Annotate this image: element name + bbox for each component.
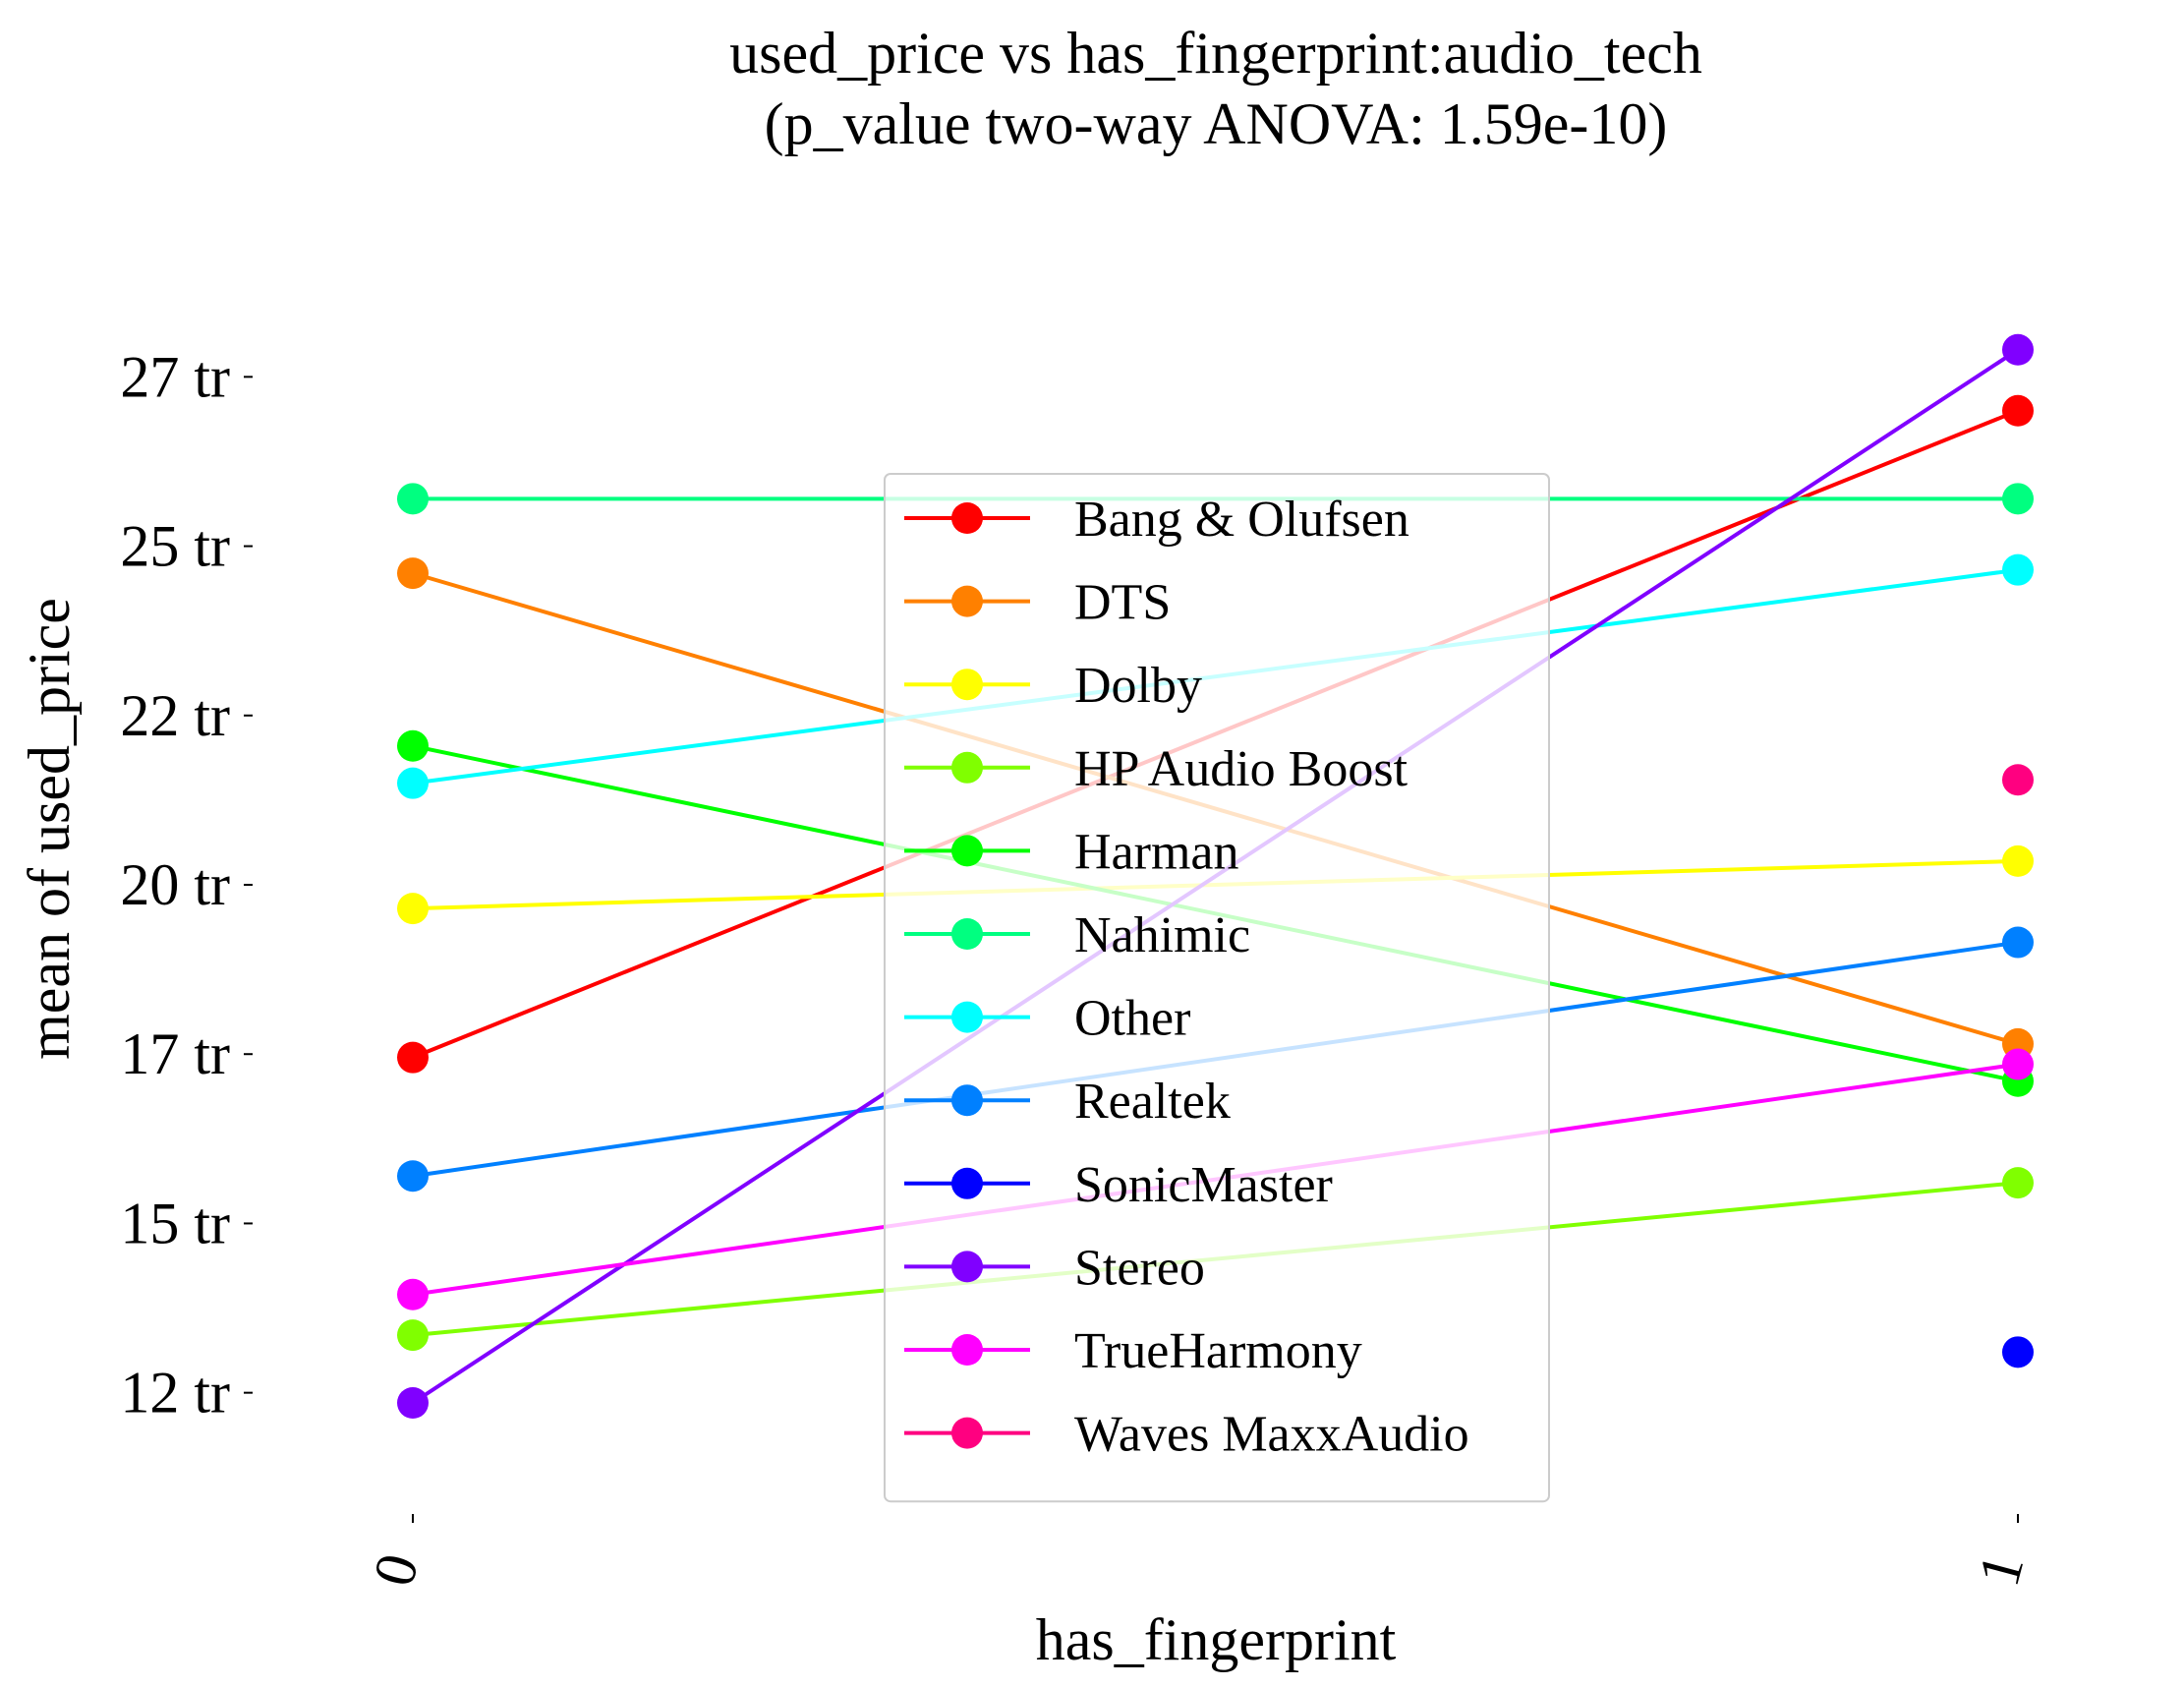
x-axis-label: has_fingerprint bbox=[1036, 1607, 1397, 1672]
legend-marker bbox=[951, 835, 983, 867]
legend-label: TrueHarmony bbox=[1074, 1323, 1362, 1379]
data-point bbox=[2002, 844, 2034, 877]
data-point bbox=[2002, 1336, 2034, 1368]
data-point bbox=[2002, 483, 2034, 515]
legend-label: Bang & Olufsen bbox=[1074, 492, 1409, 548]
legend: Bang & Olufsen DTS Dolby HP Audio Boost Harm… bbox=[884, 473, 1550, 1503]
legend-marker bbox=[951, 1001, 983, 1033]
legend-item: SonicMaster bbox=[904, 1157, 1333, 1213]
legend-marker bbox=[951, 1084, 983, 1117]
legend-label: Harman bbox=[1074, 824, 1238, 880]
y-tick-label: 25 tr bbox=[120, 514, 230, 579]
legend-marker bbox=[951, 502, 983, 534]
data-point bbox=[397, 483, 429, 515]
legend-item: Other bbox=[904, 991, 1190, 1047]
legend-marker bbox=[951, 585, 983, 617]
y-axis-label: mean of used_price bbox=[17, 598, 82, 1060]
legend-label: HP Audio Boost bbox=[1074, 741, 1408, 797]
y-tick-label: 27 tr bbox=[120, 344, 230, 409]
data-point bbox=[2002, 333, 2034, 366]
x-tick-label: 1 bbox=[1966, 1547, 2037, 1593]
y-tick-label: 12 tr bbox=[120, 1361, 230, 1426]
data-point bbox=[397, 557, 429, 590]
legend-label: Nahimic bbox=[1074, 907, 1250, 963]
y-tick-label: 15 tr bbox=[120, 1191, 230, 1255]
legend-marker bbox=[951, 1167, 983, 1199]
legend-item: HP Audio Boost bbox=[904, 741, 1408, 797]
legend-marker bbox=[951, 751, 983, 784]
legend-item: Harman bbox=[904, 824, 1238, 880]
data-point bbox=[2002, 764, 2034, 796]
x-tick-label: 0 bbox=[361, 1547, 431, 1593]
chart-title: used_price vs has_fingerprint:audio_tech bbox=[729, 21, 1702, 86]
y-axis-ticks: 12 tr 15 tr 17 tr 20 tr 22 tr 25 tr 27 tr bbox=[120, 344, 253, 1426]
legend-item: Dolby bbox=[904, 658, 1202, 714]
legend-label: SonicMaster bbox=[1074, 1157, 1333, 1213]
legend-marker bbox=[951, 918, 983, 950]
series-waves-maxxaudio bbox=[2002, 764, 2034, 796]
data-point bbox=[2002, 926, 2034, 959]
legend-item: Bang & Olufsen bbox=[904, 492, 1409, 548]
legend-marker bbox=[951, 1251, 983, 1283]
data-point bbox=[2002, 1167, 2034, 1199]
data-point bbox=[397, 767, 429, 799]
y-tick-label: 17 tr bbox=[120, 1021, 230, 1086]
legend-marker bbox=[951, 669, 983, 701]
legend-box bbox=[884, 473, 1550, 1503]
data-point bbox=[2002, 553, 2034, 586]
data-point bbox=[397, 1160, 429, 1193]
legend-item: Stereo bbox=[904, 1240, 1205, 1296]
data-point bbox=[2002, 1048, 2034, 1080]
series-sonicmaster bbox=[2002, 1336, 2034, 1368]
legend-label: DTS bbox=[1074, 575, 1171, 631]
legend-item: TrueHarmony bbox=[904, 1323, 1362, 1379]
data-point bbox=[397, 1278, 429, 1310]
chart-subtitle: (p_value two-way ANOVA: 1.59e-10) bbox=[765, 91, 1668, 156]
data-point bbox=[397, 1319, 429, 1352]
legend-item: DTS bbox=[904, 575, 1171, 631]
legend-marker bbox=[951, 1334, 983, 1366]
legend-label: Dolby bbox=[1074, 658, 1202, 714]
legend-item: Waves MaxxAudio bbox=[904, 1407, 1469, 1463]
data-point bbox=[397, 1387, 429, 1419]
data-point bbox=[397, 729, 429, 762]
legend-item: Nahimic bbox=[904, 907, 1250, 963]
legend-label: Waves MaxxAudio bbox=[1074, 1407, 1469, 1463]
legend-item: Realtek bbox=[904, 1074, 1231, 1130]
legend-marker bbox=[951, 1417, 983, 1449]
y-tick-label: 22 tr bbox=[120, 683, 230, 748]
legend-label: Other bbox=[1074, 991, 1190, 1047]
data-point bbox=[2002, 394, 2034, 427]
data-point bbox=[397, 1041, 429, 1074]
legend-label: Realtek bbox=[1074, 1074, 1231, 1130]
y-tick-label: 20 tr bbox=[120, 852, 230, 917]
data-point bbox=[397, 893, 429, 925]
legend-label: Stereo bbox=[1074, 1240, 1205, 1296]
